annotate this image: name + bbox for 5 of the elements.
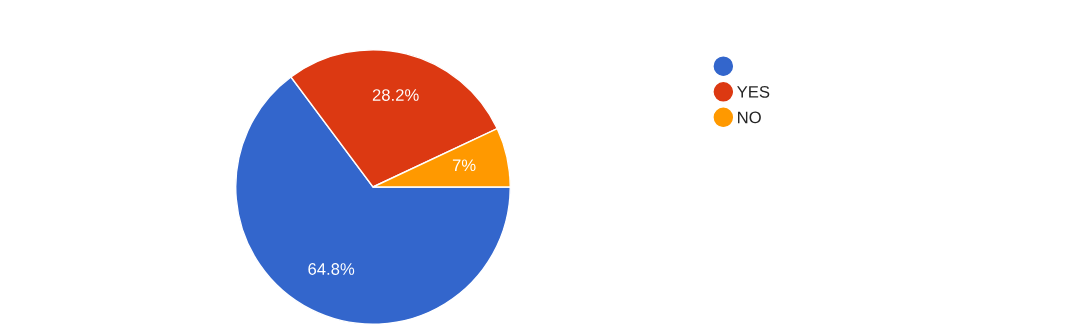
legend-label: YES: [737, 85, 770, 98]
legend-label: NO: [738, 111, 761, 124]
data-label: 28.2%: [372, 89, 419, 101]
data-label: 7%: [452, 159, 476, 172]
data-label: 64.8%: [308, 263, 355, 275]
